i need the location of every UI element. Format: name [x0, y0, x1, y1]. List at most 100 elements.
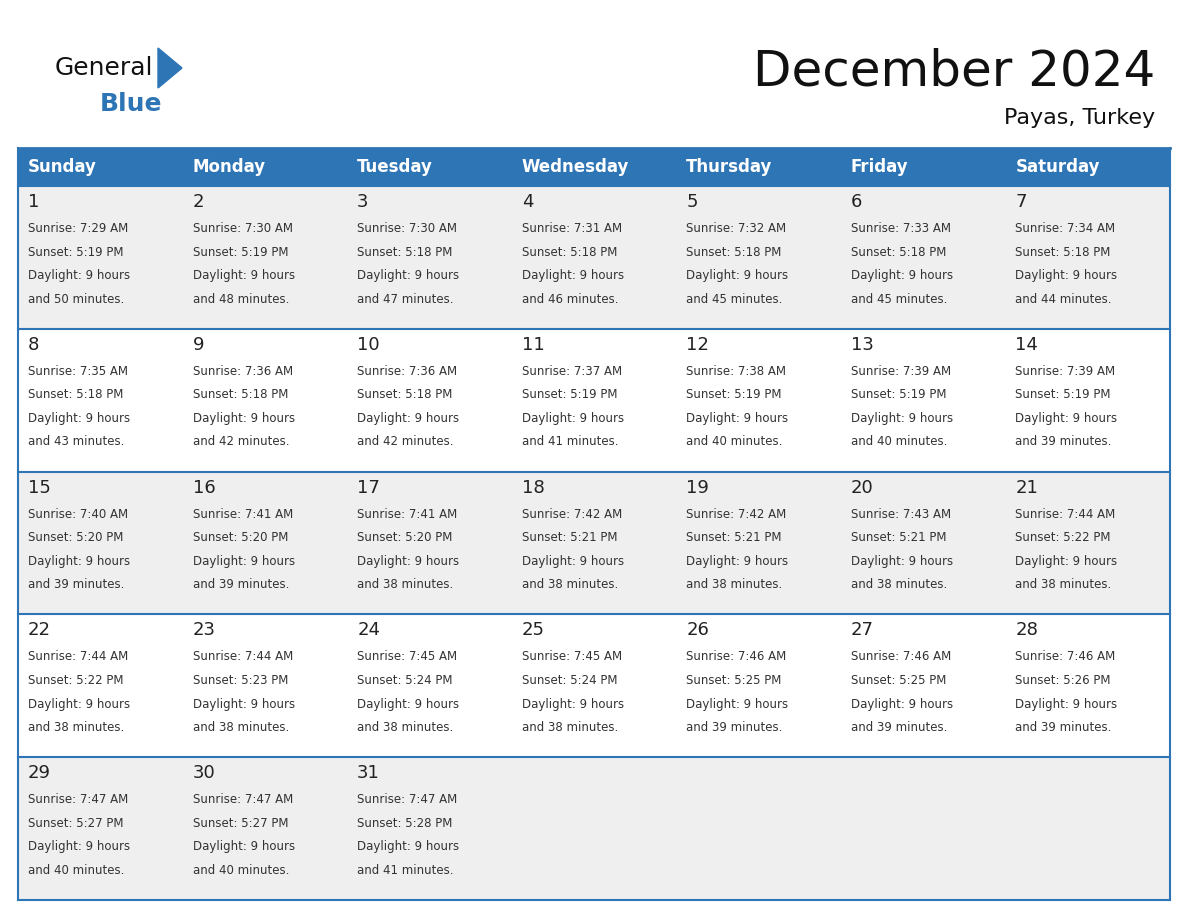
Text: Sunset: 5:25 PM: Sunset: 5:25 PM [687, 674, 782, 687]
Text: Daylight: 9 hours: Daylight: 9 hours [522, 698, 624, 711]
Text: Daylight: 9 hours: Daylight: 9 hours [358, 269, 460, 282]
Text: 2: 2 [192, 193, 204, 211]
Text: Daylight: 9 hours: Daylight: 9 hours [192, 698, 295, 711]
Text: and 41 minutes.: and 41 minutes. [358, 864, 454, 877]
Text: and 39 minutes.: and 39 minutes. [851, 721, 947, 734]
Text: Sunset: 5:18 PM: Sunset: 5:18 PM [522, 245, 617, 259]
Text: Sunset: 5:23 PM: Sunset: 5:23 PM [192, 674, 287, 687]
Text: 24: 24 [358, 621, 380, 640]
Text: 18: 18 [522, 478, 544, 497]
Text: and 44 minutes.: and 44 minutes. [1016, 293, 1112, 306]
Text: Sunset: 5:19 PM: Sunset: 5:19 PM [29, 245, 124, 259]
Text: Sunset: 5:20 PM: Sunset: 5:20 PM [192, 532, 287, 544]
Text: Sunset: 5:18 PM: Sunset: 5:18 PM [358, 245, 453, 259]
Text: Sunrise: 7:32 AM: Sunrise: 7:32 AM [687, 222, 786, 235]
Text: Sunset: 5:24 PM: Sunset: 5:24 PM [522, 674, 618, 687]
Bar [18, 148, 183, 186]
Text: 5: 5 [687, 193, 697, 211]
Text: Sunrise: 7:44 AM: Sunrise: 7:44 AM [29, 650, 128, 664]
Text: Daylight: 9 hours: Daylight: 9 hours [192, 840, 295, 854]
Text: 9: 9 [192, 336, 204, 353]
Text: Daylight: 9 hours: Daylight: 9 hours [1016, 698, 1118, 711]
Text: 23: 23 [192, 621, 215, 640]
Text: Sunrise: 7:47 AM: Sunrise: 7:47 AM [192, 793, 292, 806]
Text: 17: 17 [358, 478, 380, 497]
Text: and 42 minutes.: and 42 minutes. [192, 435, 289, 449]
Text: Payas, Turkey: Payas, Turkey [1004, 108, 1155, 128]
Text: 1: 1 [29, 193, 39, 211]
Text: and 45 minutes.: and 45 minutes. [687, 293, 783, 306]
Text: 25: 25 [522, 621, 545, 640]
Text: Sunrise: 7:40 AM: Sunrise: 7:40 AM [29, 508, 128, 521]
Text: Daylight: 9 hours: Daylight: 9 hours [29, 698, 131, 711]
Text: Thursday: Thursday [687, 158, 772, 176]
Text: and 38 minutes.: and 38 minutes. [1016, 578, 1112, 591]
Text: 13: 13 [851, 336, 873, 353]
Text: Daylight: 9 hours: Daylight: 9 hours [1016, 412, 1118, 425]
Text: Daylight: 9 hours: Daylight: 9 hours [687, 698, 789, 711]
Text: 3: 3 [358, 193, 368, 211]
Text: Daylight: 9 hours: Daylight: 9 hours [192, 412, 295, 425]
Text: Sunrise: 7:34 AM: Sunrise: 7:34 AM [1016, 222, 1116, 235]
Text: Sunrise: 7:33 AM: Sunrise: 7:33 AM [851, 222, 950, 235]
Text: Daylight: 9 hours: Daylight: 9 hours [358, 698, 460, 711]
Text: Daylight: 9 hours: Daylight: 9 hours [687, 269, 789, 282]
Text: 19: 19 [687, 478, 709, 497]
Text: 15: 15 [29, 478, 51, 497]
Text: Sunrise: 7:35 AM: Sunrise: 7:35 AM [29, 364, 128, 378]
Text: and 48 minutes.: and 48 minutes. [192, 293, 289, 306]
Text: Sunset: 5:28 PM: Sunset: 5:28 PM [358, 817, 453, 830]
Text: Sunset: 5:19 PM: Sunset: 5:19 PM [522, 388, 618, 401]
Text: Sunrise: 7:36 AM: Sunrise: 7:36 AM [358, 364, 457, 378]
Text: 28: 28 [1016, 621, 1038, 640]
Text: Daylight: 9 hours: Daylight: 9 hours [29, 554, 131, 567]
Text: Sunrise: 7:39 AM: Sunrise: 7:39 AM [1016, 364, 1116, 378]
Text: 29: 29 [29, 764, 51, 782]
Text: Sunrise: 7:31 AM: Sunrise: 7:31 AM [522, 222, 621, 235]
Polygon shape [158, 48, 182, 88]
Text: 27: 27 [851, 621, 874, 640]
Text: Sunrise: 7:41 AM: Sunrise: 7:41 AM [192, 508, 292, 521]
Text: 11: 11 [522, 336, 544, 353]
Text: 30: 30 [192, 764, 215, 782]
Text: Monday: Monday [192, 158, 266, 176]
Text: Sunrise: 7:46 AM: Sunrise: 7:46 AM [687, 650, 786, 664]
Text: and 40 minutes.: and 40 minutes. [851, 435, 947, 449]
Text: Daylight: 9 hours: Daylight: 9 hours [358, 554, 460, 567]
Text: and 42 minutes.: and 42 minutes. [358, 435, 454, 449]
Text: Daylight: 9 hours: Daylight: 9 hours [29, 412, 131, 425]
Text: Sunset: 5:18 PM: Sunset: 5:18 PM [29, 388, 124, 401]
Text: Daylight: 9 hours: Daylight: 9 hours [29, 269, 131, 282]
Text: Daylight: 9 hours: Daylight: 9 hours [192, 269, 295, 282]
Text: and 39 minutes.: and 39 minutes. [1016, 435, 1112, 449]
Text: Sunrise: 7:42 AM: Sunrise: 7:42 AM [687, 508, 786, 521]
Bar [676, 148, 841, 186]
Text: and 47 minutes.: and 47 minutes. [358, 293, 454, 306]
Text: Wednesday: Wednesday [522, 158, 630, 176]
Text: Sunday: Sunday [29, 158, 97, 176]
Text: Sunset: 5:27 PM: Sunset: 5:27 PM [29, 817, 124, 830]
Text: and 39 minutes.: and 39 minutes. [1016, 721, 1112, 734]
Text: 14: 14 [1016, 336, 1038, 353]
Text: Sunset: 5:27 PM: Sunset: 5:27 PM [192, 817, 287, 830]
Text: and 50 minutes.: and 50 minutes. [29, 293, 125, 306]
Bar [183, 148, 347, 186]
Text: Daylight: 9 hours: Daylight: 9 hours [851, 269, 953, 282]
Text: Sunrise: 7:42 AM: Sunrise: 7:42 AM [522, 508, 623, 521]
Bar [18, 329, 1170, 472]
Bar [18, 757, 1170, 900]
Text: 12: 12 [687, 336, 709, 353]
Text: Sunrise: 7:37 AM: Sunrise: 7:37 AM [522, 364, 621, 378]
Text: 31: 31 [358, 764, 380, 782]
Text: General: General [55, 56, 153, 80]
Text: Sunset: 5:24 PM: Sunset: 5:24 PM [358, 674, 453, 687]
Text: 26: 26 [687, 621, 709, 640]
Text: Daylight: 9 hours: Daylight: 9 hours [29, 840, 131, 854]
Bar [841, 148, 1005, 186]
Text: Sunset: 5:19 PM: Sunset: 5:19 PM [192, 245, 287, 259]
Text: and 40 minutes.: and 40 minutes. [192, 864, 289, 877]
Bar [1005, 148, 1170, 186]
Text: and 40 minutes.: and 40 minutes. [29, 864, 125, 877]
Text: Sunset: 5:19 PM: Sunset: 5:19 PM [687, 388, 782, 401]
Text: Daylight: 9 hours: Daylight: 9 hours [851, 698, 953, 711]
